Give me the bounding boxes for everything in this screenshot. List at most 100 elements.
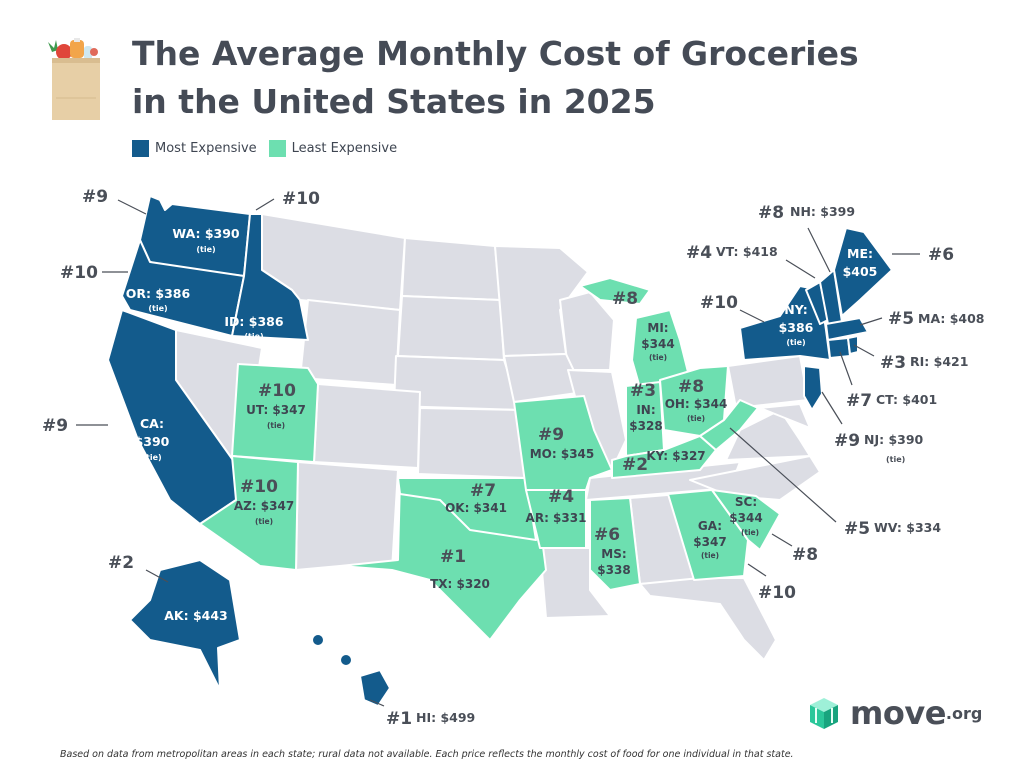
page-title: The Average Monthly Cost of Groceries in… xyxy=(132,30,859,126)
state-HI-island-2 xyxy=(311,633,325,647)
tie-az: (tie) xyxy=(255,517,273,526)
state-AK xyxy=(129,559,241,691)
label-ca: CA: xyxy=(140,416,164,431)
rank-ar: #4 xyxy=(548,487,574,507)
leader-ri xyxy=(853,344,875,357)
state-MD xyxy=(759,403,811,429)
label-ct: CT: $401 xyxy=(876,392,937,407)
rank-or: #10 xyxy=(60,263,98,283)
state-ME xyxy=(833,227,893,317)
label-ar: AR: $331 xyxy=(526,511,587,525)
label-ut: UT: $347 xyxy=(246,403,306,417)
title-line-1: The Average Monthly Cost of Groceries xyxy=(132,34,859,73)
rank-oh: #8 xyxy=(678,377,704,397)
rank-mo: #9 xyxy=(538,425,564,445)
state-SC xyxy=(711,489,781,551)
label-ga: GA: xyxy=(698,519,722,533)
value-ca: $390 xyxy=(135,434,170,449)
rank-nj: #9 xyxy=(834,431,860,451)
value-ny: $386 xyxy=(779,320,814,335)
legend-swatch-most xyxy=(132,140,149,157)
tie-ca: (tie) xyxy=(142,453,161,462)
tie-ga: (tie) xyxy=(701,551,719,560)
footnote: Based on data from metropolitan areas in… xyxy=(60,749,794,760)
leader-wa xyxy=(117,199,147,215)
legend-label-most: Most Expensive xyxy=(155,141,257,156)
label-oh: OH: $344 xyxy=(665,397,728,411)
label-or: OR: $386 xyxy=(126,286,191,301)
tie-id: (tie) xyxy=(244,332,263,341)
leader-sc xyxy=(771,533,793,547)
label-ak: AK: $443 xyxy=(164,608,228,623)
tie-ny: (tie) xyxy=(786,338,805,347)
state-CT xyxy=(827,337,851,359)
rank-ca: #9 xyxy=(42,416,68,436)
state-MI-upper xyxy=(579,277,651,305)
rank-wa: #9 xyxy=(82,187,108,207)
label-id: ID: $386 xyxy=(224,314,283,329)
label-wv: WV: $334 xyxy=(874,520,941,535)
state-CO xyxy=(313,383,421,469)
leader-nh xyxy=(807,227,831,273)
state-ID xyxy=(231,213,309,341)
logo-word: move xyxy=(850,694,946,732)
state-NJ xyxy=(803,365,823,411)
value-ms: $338 xyxy=(597,563,630,577)
rank-mi: #8 xyxy=(612,289,638,309)
label-tx: TX: $320 xyxy=(430,577,490,591)
rank-me: #6 xyxy=(928,245,954,265)
label-ri: RI: $421 xyxy=(910,354,968,369)
value-in: $328 xyxy=(629,419,662,433)
tie-or: (tie) xyxy=(148,304,167,313)
label-ok: OK: $341 xyxy=(445,501,507,515)
rank-ct: #7 xyxy=(846,391,872,411)
tie-sc: (tie) xyxy=(741,528,759,537)
legend: Most Expensive Least Expensive xyxy=(132,140,409,157)
label-wa: WA: $390 xyxy=(172,226,240,241)
rank-tx: #1 xyxy=(440,547,466,567)
label-nh: NH: $399 xyxy=(790,204,855,219)
leader-nj xyxy=(821,391,843,425)
label-ms: MS: xyxy=(601,547,626,561)
rank-in: #3 xyxy=(630,381,656,401)
rank-ky: #2 xyxy=(622,455,648,475)
tie-ut: (tie) xyxy=(267,421,285,430)
state-WV xyxy=(699,399,759,451)
rank-id: #10 xyxy=(282,189,320,209)
state-AZ xyxy=(199,455,299,571)
label-in: IN: xyxy=(636,403,655,417)
rank-ma: #5 xyxy=(888,309,914,329)
value-ga: $347 xyxy=(693,535,726,549)
tie-oh: (tie) xyxy=(687,414,705,423)
label-me: ME: xyxy=(847,246,873,261)
rank-ri: #3 xyxy=(880,353,906,373)
legend-item-most: Most Expensive xyxy=(132,140,257,157)
leader-ny xyxy=(739,309,765,323)
leader-vt xyxy=(785,259,816,279)
rank-ak: #2 xyxy=(108,553,134,573)
state-MS xyxy=(589,497,641,591)
state-NM xyxy=(295,461,399,571)
rank-ms: #6 xyxy=(594,525,620,545)
state-AR xyxy=(525,489,587,549)
move-org-logo[interactable]: move .org xyxy=(806,694,982,732)
title-line-2: in the United States in 2025 xyxy=(132,82,656,121)
leader-ma xyxy=(859,317,883,326)
label-mo: MO: $345 xyxy=(530,447,595,461)
rank-ok: #7 xyxy=(470,481,496,501)
label-vt: VT: $418 xyxy=(716,244,778,259)
leader-id xyxy=(255,198,275,211)
value-me: $405 xyxy=(843,264,878,279)
legend-item-least: Least Expensive xyxy=(268,140,398,157)
rank-ga: #10 xyxy=(758,583,796,603)
legend-label-least: Least Expensive xyxy=(291,141,398,156)
rank-ut: #10 xyxy=(258,381,296,401)
rank-ny: #10 xyxy=(700,293,738,313)
label-sc: SC: xyxy=(735,495,757,509)
state-SD xyxy=(397,295,505,361)
label-nj: NJ: $390 xyxy=(864,432,924,447)
state-RI xyxy=(847,335,859,355)
value-sc: $344 xyxy=(729,511,762,525)
state-HI xyxy=(359,669,391,707)
leader-ct xyxy=(839,351,853,386)
